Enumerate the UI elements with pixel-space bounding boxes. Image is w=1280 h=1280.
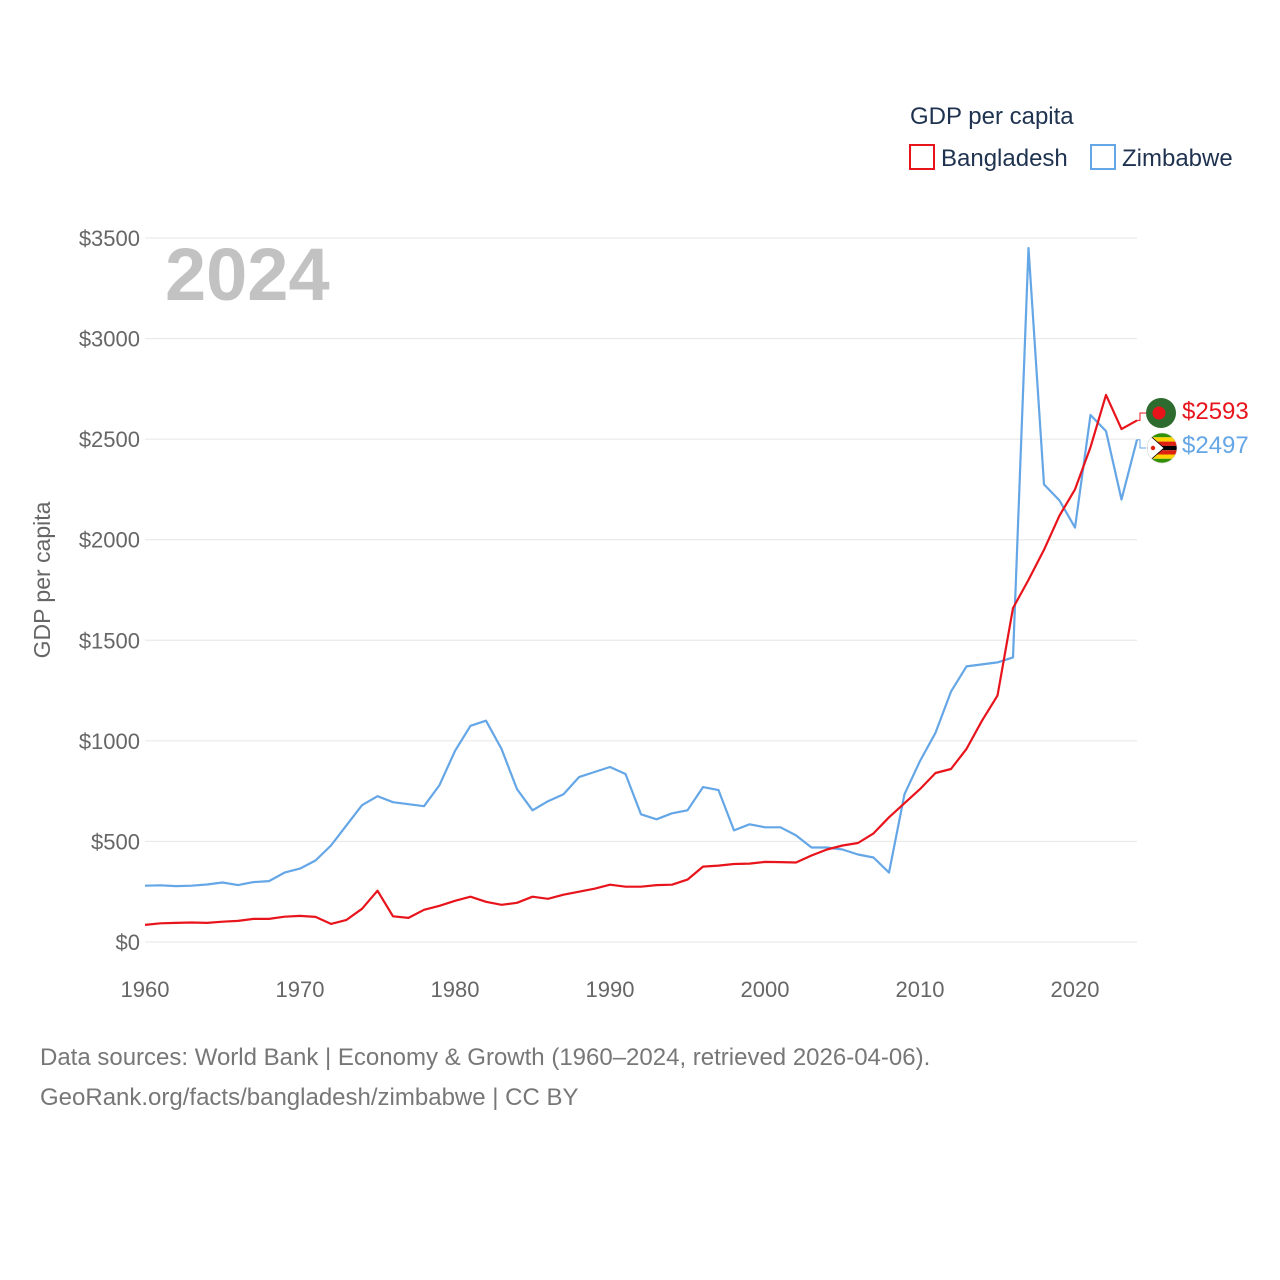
source-line-2: GeoRank.org/facts/bangladesh/zimbabwe | …	[40, 1084, 579, 1111]
end-label-zimbabwe: $2497	[1182, 432, 1249, 459]
legend: GDP per capita Bangladesh Zimbabwe	[909, 103, 1233, 172]
y-tick-label: $2500	[79, 427, 140, 452]
x-tick-label: 2000	[741, 977, 790, 1002]
x-tick-label: 1980	[431, 977, 480, 1002]
x-tick-label: 1970	[276, 977, 325, 1002]
legend-swatch-zimbabwe	[1090, 144, 1116, 170]
y-tick-label: $0	[116, 930, 140, 955]
x-tick-label: 1960	[121, 977, 170, 1002]
y-tick-label: $3500	[79, 226, 140, 251]
y-tick-label: $1500	[79, 628, 140, 653]
y-tick-label: $1000	[79, 729, 140, 754]
x-tick-label: 2020	[1051, 977, 1100, 1002]
connector-zimbabwe	[1137, 439, 1146, 449]
legend-title: GDP per capita	[910, 103, 1074, 130]
connector-bangladesh	[1137, 412, 1146, 421]
x-tick-label: 1990	[586, 977, 635, 1002]
legend-label-bangladesh: Bangladesh	[941, 145, 1068, 172]
series-line-bangladesh	[144, 393, 1138, 926]
zimbabwe-flag-icon	[1146, 432, 1178, 464]
y-axis-ticks: $0 $500 $1000 $1500 $2000 $2500 $3000 $3500	[79, 226, 140, 955]
y-tick-label: $2000	[79, 528, 140, 553]
bangladesh-flag-icon	[1146, 398, 1176, 428]
y-tick-label: $500	[91, 829, 140, 854]
legend-label-zimbabwe: Zimbabwe	[1122, 145, 1233, 172]
x-tick-label: 2010	[896, 977, 945, 1002]
end-label-bangladesh: $2593	[1182, 398, 1249, 425]
source-line-1: Data sources: World Bank | Economy & Gro…	[40, 1044, 931, 1071]
gridlines	[145, 237, 1137, 943]
y-axis-label: GDP per capita	[29, 501, 55, 658]
legend-swatch-bangladesh	[909, 144, 935, 170]
y-tick-label: $3000	[79, 327, 140, 352]
series-line-zimbabwe	[144, 247, 1139, 888]
year-watermark: 2024	[165, 233, 330, 316]
x-axis-ticks: 1960 1970 1980 1990 2000 2010 2020	[121, 977, 1100, 1002]
